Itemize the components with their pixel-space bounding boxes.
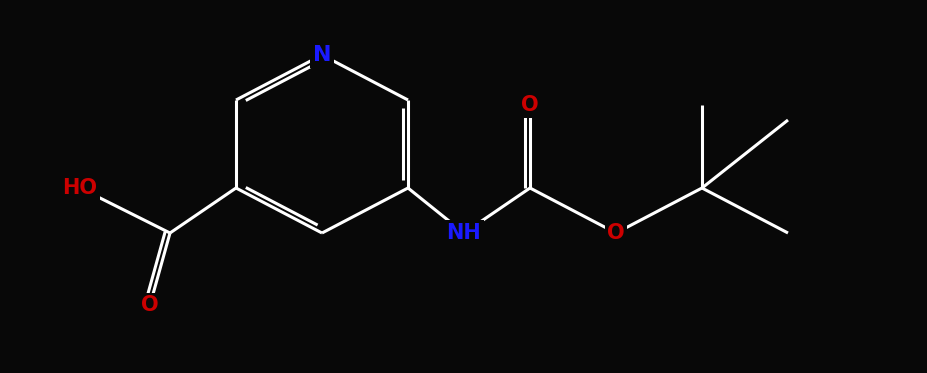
Text: O: O: [521, 95, 539, 115]
Text: N: N: [312, 45, 331, 65]
Text: NH: NH: [446, 223, 481, 243]
Text: HO: HO: [62, 178, 97, 198]
Text: O: O: [606, 223, 624, 243]
Text: O: O: [141, 295, 159, 315]
